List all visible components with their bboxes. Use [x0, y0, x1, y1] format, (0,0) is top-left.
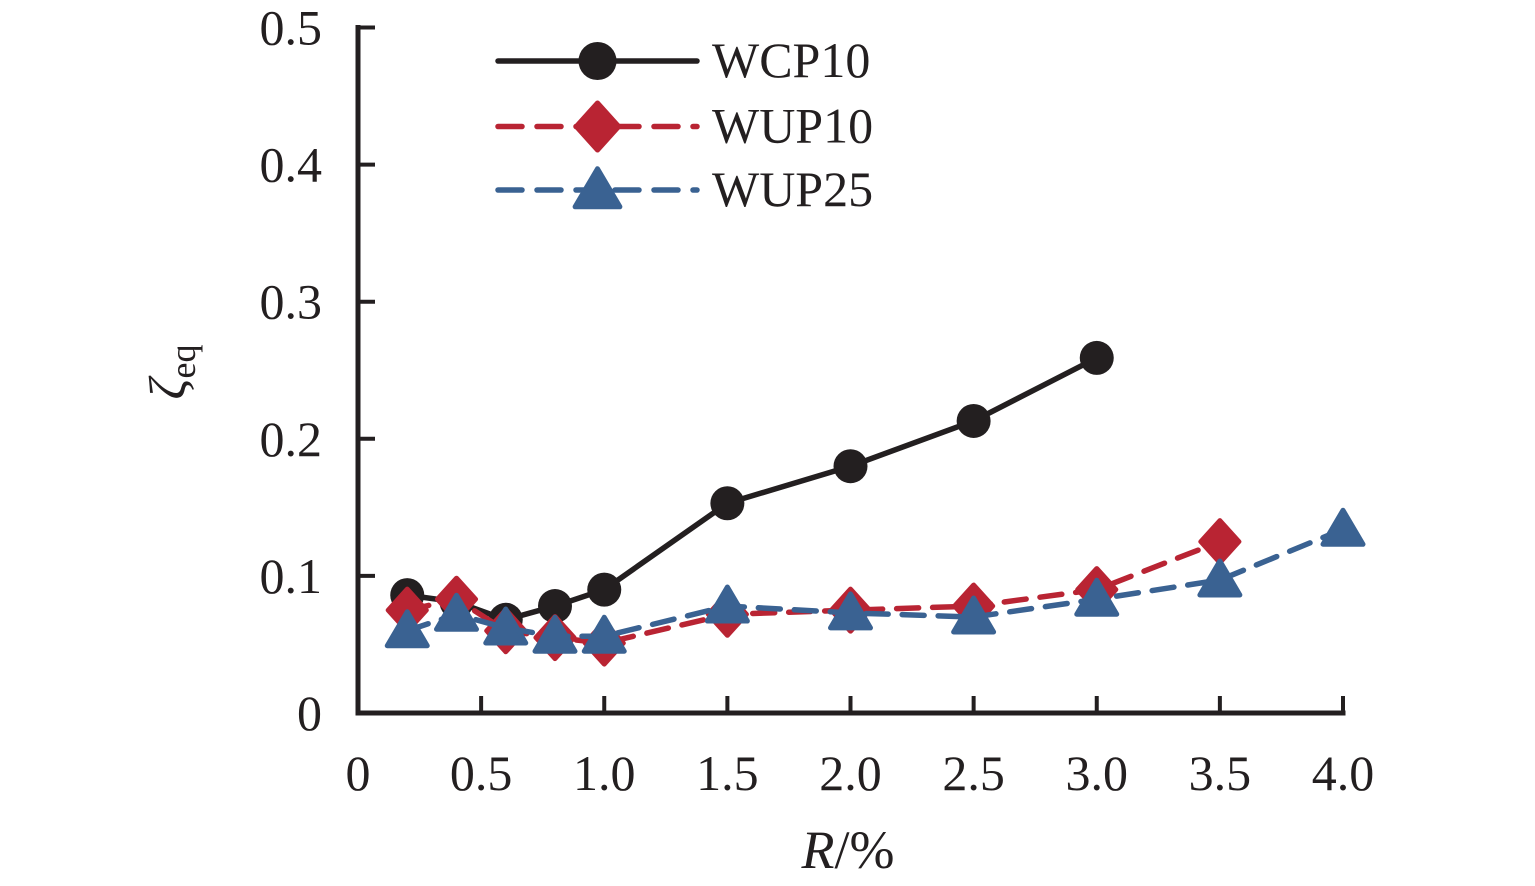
- axes-spines: [355, 25, 1346, 716]
- marker-triangle: [581, 614, 627, 654]
- marker-triangle: [532, 614, 578, 654]
- y-tick-label: 0.5: [260, 0, 323, 56]
- marker-triangle: [1320, 507, 1366, 547]
- marker-triangle: [1197, 558, 1243, 598]
- x-tick-label: 1.0: [573, 745, 636, 801]
- marker-triangle: [951, 595, 997, 635]
- series-line-wup10: [404, 538, 1223, 646]
- x-tick-label: 3.5: [1189, 745, 1252, 801]
- marker-circle: [710, 486, 745, 521]
- marker-circle: [587, 572, 622, 607]
- marker-triangle: [384, 609, 430, 649]
- x-tick-label: 2.5: [942, 745, 1005, 801]
- x-tick-label: 3.0: [1066, 745, 1129, 801]
- y-axis-label: ζeq: [140, 344, 203, 399]
- y-tick-label: 0.2: [260, 411, 323, 467]
- x-tick-label: 2.0: [819, 745, 882, 801]
- marker-triangle: [1074, 577, 1120, 617]
- y-tick-label: 0.4: [260, 137, 323, 193]
- marker-circle: [956, 403, 991, 438]
- x-tick-label: 1.5: [696, 745, 759, 801]
- x-tick-label: 0: [346, 745, 371, 801]
- y-tick-label: 0.1: [260, 548, 323, 604]
- x-tick-label: 4.0: [1312, 745, 1375, 801]
- marker-triangle: [434, 592, 479, 632]
- marker-diamond: [573, 100, 622, 153]
- marker-triangle: [828, 591, 873, 631]
- marker-triangle: [704, 584, 750, 624]
- legend-label-wcp10: WCP10: [712, 32, 870, 88]
- x-tick-label: 0.5: [450, 745, 513, 801]
- y-tick-label: 0.3: [260, 274, 323, 330]
- marker-triangle: [483, 606, 529, 646]
- marker-diamond: [1198, 518, 1242, 566]
- marker-circle: [833, 449, 868, 484]
- marker-triangle: [572, 166, 623, 210]
- marker-circle: [578, 41, 617, 81]
- marker-circle: [1079, 340, 1114, 375]
- legend-label-wup25: WUP25: [712, 161, 873, 217]
- marker-circle: [538, 589, 572, 624]
- y-tick-label: 0: [297, 685, 322, 741]
- x-axis-label: R/%: [801, 820, 895, 880]
- series-line-wcp10: [404, 355, 1100, 623]
- legend-label-wup10: WUP10: [712, 98, 873, 154]
